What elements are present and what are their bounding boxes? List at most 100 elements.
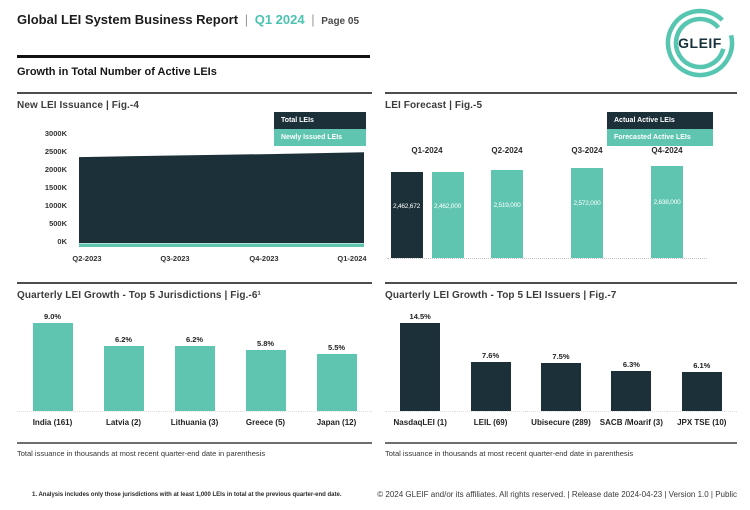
x-tick-label: Q1-2024 xyxy=(337,254,367,263)
bar-percent-label: 5.8% xyxy=(256,339,275,348)
category-label-fig5: Q4-2024 xyxy=(651,146,683,155)
bar-percent-label: 7.6% xyxy=(482,351,500,360)
bar-percent-label: 6.2% xyxy=(185,335,204,344)
report-header: Global LEI System Business Report | Q1 2… xyxy=(17,12,359,27)
bar-column: 7.6% LEIL (69) xyxy=(455,312,526,427)
gleif-logo-text: GLEIF xyxy=(678,35,722,51)
page-number: Page 05 xyxy=(321,16,360,27)
report-period: Q1 2024 xyxy=(254,12,305,27)
bar-column: 6.3% SACB /Moarif (3) xyxy=(596,312,667,427)
bar-cell: 5.8% xyxy=(230,312,301,412)
growth-bar xyxy=(103,346,144,411)
legend-item-forecasted-active-leis: Forecasted Active LEIs xyxy=(607,129,713,146)
growth-bar xyxy=(611,371,652,411)
section-title: Growth in Total Number of Active LEIs xyxy=(17,66,217,78)
chart-title-fig4: New LEI Issuance | Fig.-4 xyxy=(17,100,139,111)
category-label-fig5: Q3-2024 xyxy=(571,146,603,155)
bar-group-fig5: 2,462,672 2,462,000 xyxy=(387,165,467,258)
bar-category-label: SACB /Moarif (3) xyxy=(599,418,663,427)
bar-column: 6.1% JPX TSE (10) xyxy=(666,312,737,427)
bar-cell: 7.5% xyxy=(525,312,597,412)
bar-percent-label: 14.5% xyxy=(409,312,431,321)
bar-group-fig5: 2,638,000 xyxy=(627,165,707,258)
bar-category-label: JPX TSE (10) xyxy=(677,418,727,427)
area-chart-fig4: 3000K 2500K 2000K 1500K 1000K 500K 0K Q2-2023 Q3… xyxy=(45,129,368,263)
category-labels-fig5: Q1-2024 Q2-2024 Q3-2024 Q4-2024 xyxy=(387,146,707,155)
bar-chart-fig6: 9.0% India (161) 6.2% Latvia (2) 6.2% Lithuan… xyxy=(17,312,372,427)
copyright-footer: © 2024 GLEIF and/or its affiliates. All … xyxy=(377,490,737,499)
bar-category-label: India (161) xyxy=(32,418,73,427)
area-total-leis xyxy=(79,152,364,243)
bar-value-label: 2,462,672 xyxy=(392,202,421,210)
growth-bar xyxy=(174,346,215,411)
y-tick-label: 2500K xyxy=(45,147,68,156)
bar-group-fig5: 2,572,000 xyxy=(547,165,627,258)
bar-category-label: Ubisecure (289) xyxy=(531,418,591,427)
y-tick-label: 500K xyxy=(49,219,68,228)
chart-title-fig6: Quarterly LEI Growth - Top 5 Jurisdictio… xyxy=(17,290,261,301)
bar-value-label: 2,462,000 xyxy=(433,202,462,210)
bar-category-label: Japan (12) xyxy=(316,418,357,427)
x-tick-label: Q2-2023 xyxy=(72,254,101,263)
panel-top5-lei-issuers: Quarterly LEI Growth - Top 5 LEI Issuers… xyxy=(385,282,737,460)
y-tick-label: 3000K xyxy=(45,129,68,138)
bar-cell: 14.5% xyxy=(385,312,456,412)
bar-value-label: 2,572,000 xyxy=(573,200,601,208)
chart-title-fig5: LEI Forecast | Fig.-5 xyxy=(385,100,483,111)
bar-value-label: 2,519,000 xyxy=(493,201,521,209)
gleif-logo: GLEIF xyxy=(665,8,735,78)
bar-cell: 7.6% xyxy=(455,312,526,412)
category-label-fig5: Q1-2024 xyxy=(411,146,443,155)
chart-title-fig7: Quarterly LEI Growth - Top 5 LEI Issuers… xyxy=(385,290,617,301)
bar-category-label: Greece (5) xyxy=(245,418,286,427)
header-rule xyxy=(17,55,370,58)
bar-percent-label: 6.2% xyxy=(114,335,133,344)
bar-percent-label: 6.1% xyxy=(693,361,711,370)
bar-cell: 6.1% xyxy=(666,312,737,412)
growth-bar xyxy=(540,363,581,411)
bar-percent-label: 5.5% xyxy=(327,343,346,352)
growth-bar xyxy=(316,354,357,411)
legend-item-newly-issued-leis: Newly Issued LEIs xyxy=(274,129,366,146)
forecast-bar: 2,572,000 xyxy=(571,168,603,258)
bar-category-label: LEIL (69) xyxy=(473,418,508,427)
legend-fig5: Actual Active LEIs Forecasted Active LEI… xyxy=(607,112,713,146)
forecast-bar: 2,462,672 xyxy=(390,172,423,258)
bar-cell: 6.2% xyxy=(159,312,230,412)
bar-percent-label: 7.5% xyxy=(552,352,570,361)
y-tick-label: 2000K xyxy=(45,165,68,174)
bar-chart-fig7: 14.5% NasdaqLEI (1) 7.6% LEIL (69) 7.5% Ubise… xyxy=(385,312,737,427)
legend-item-actual-active-leis: Actual Active LEIs xyxy=(607,112,713,129)
growth-bar xyxy=(245,350,286,411)
bar-cell: 6.2% xyxy=(88,312,159,412)
bar-chart-fig5: Q1-2024 Q2-2024 Q3-2024 Q4-2024 2,462,672 2,… xyxy=(387,146,707,259)
bar-column: 5.8% Greece (5) xyxy=(230,312,301,427)
bar-column: 6.2% Lithuania (3) xyxy=(159,312,230,427)
panel-new-lei-issuance: New LEI Issuance | Fig.-4 Total LEIs New… xyxy=(17,92,372,275)
legend-item-total-leis: Total LEIs xyxy=(274,112,366,129)
area-newly-issued-leis xyxy=(79,243,364,247)
bar-category-label: NasdaqLEI (1) xyxy=(393,418,447,427)
chart-footnote-fig7: Total issuance in thousands at most rece… xyxy=(385,449,634,458)
panel-top5-jurisdictions: Quarterly LEI Growth - Top 5 Jurisdictio… xyxy=(17,282,372,460)
forecast-bar: 2,462,000 xyxy=(431,172,464,258)
bar-column: 6.2% Latvia (2) xyxy=(88,312,159,427)
y-tick-label: 1000K xyxy=(45,201,68,210)
growth-bar xyxy=(681,372,722,411)
bar-percent-label: 9.0% xyxy=(43,312,62,321)
bar-cell: 5.5% xyxy=(301,312,372,412)
bar-group-fig5: 2,519,000 xyxy=(467,165,547,258)
forecast-bar: 2,519,000 xyxy=(491,170,523,258)
bar-category-label: Lithuania (3) xyxy=(170,418,219,427)
chart-footnote-fig6: Total issuance in thousands at most rece… xyxy=(17,449,266,458)
bar-percent-label: 6.3% xyxy=(622,360,640,369)
y-tick-label: 1500K xyxy=(45,183,68,192)
growth-bar xyxy=(400,323,441,411)
growth-bar xyxy=(32,323,73,411)
page-footnote: 1. Analysis includes only those jurisdic… xyxy=(32,492,342,498)
report-title: Global LEI System Business Report xyxy=(17,12,239,27)
bar-category-label: Latvia (2) xyxy=(105,418,142,427)
footnote-rule-fig6 xyxy=(17,442,372,444)
category-label-fig5: Q2-2024 xyxy=(491,146,523,155)
